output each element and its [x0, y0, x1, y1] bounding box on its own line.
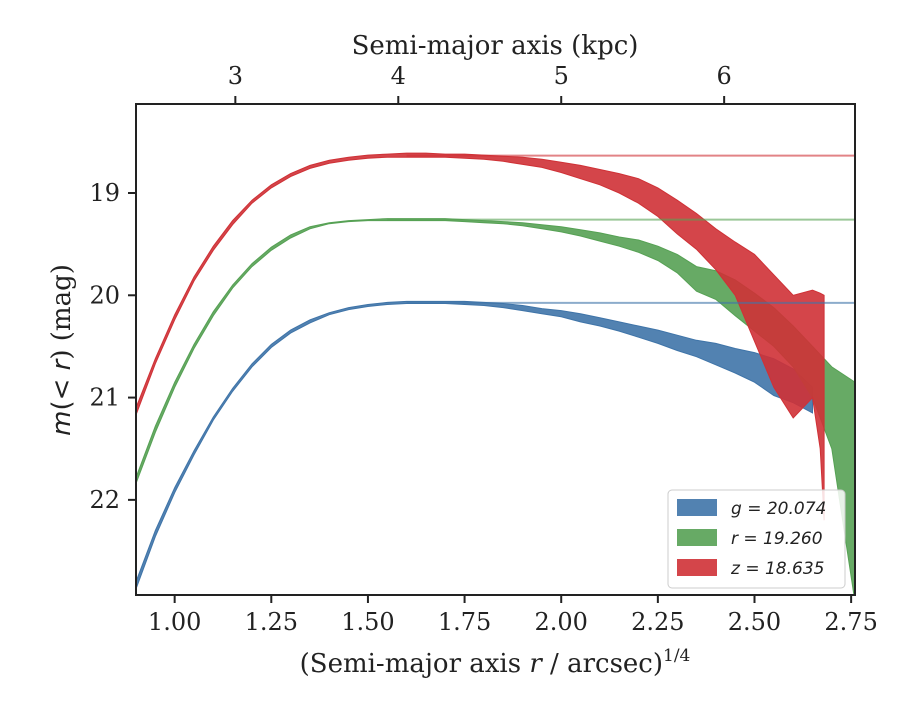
- x-tick-label: 1.50: [341, 608, 394, 636]
- y-tick-label: 19: [89, 179, 120, 207]
- band-r: [136, 218, 855, 595]
- x-tick-label: 1.75: [438, 608, 491, 636]
- legend-swatch-g: [677, 499, 717, 516]
- legend-label-g: g = 20.074: [731, 499, 826, 519]
- x-tick-label: 2.75: [824, 608, 877, 636]
- y-tick-label: 22: [89, 486, 120, 514]
- top-tick-label: 5: [554, 62, 569, 90]
- legend-label-r: r = 19.260: [731, 529, 823, 549]
- y-tick-label: 21: [89, 384, 120, 412]
- x-axis-ticks: 1.00 1.25 1.50 1.75 2.00 2.25 2.50 2.75: [148, 595, 878, 636]
- top-tick-label: 4: [391, 62, 406, 90]
- legend-label-z: z = 18.635: [730, 559, 824, 579]
- legend-swatch-r: [677, 529, 717, 546]
- y-tick-label: 20: [89, 281, 120, 309]
- legend: g = 20.074 r = 19.260 z = 18.635: [667, 489, 846, 589]
- legend-swatch-z: [677, 559, 717, 576]
- band-g: [136, 300, 813, 590]
- y-axis-title: m(< r) (mag): [47, 264, 77, 436]
- asymptote-lines: [387, 154, 855, 304]
- top-axis-ticks: 3 4 5 6: [228, 62, 732, 104]
- y-axis-ticks: 19 20 21 22: [89, 179, 136, 514]
- x-tick-label: 2.00: [534, 608, 587, 636]
- x-axis-title: (Semi-major axis r / arcsec)1/4: [300, 646, 691, 679]
- x-tick-label: 2.50: [728, 608, 781, 636]
- x-tick-label: 1.25: [245, 608, 298, 636]
- x-tick-label: 2.25: [631, 608, 684, 636]
- top-axis-title: Semi-major axis (kpc): [352, 31, 639, 61]
- top-tick-label: 6: [717, 62, 732, 90]
- plot-frame: [135, 103, 856, 596]
- band-z: [136, 152, 825, 521]
- top-tick-label: 3: [228, 62, 243, 90]
- x-tick-label: 1.00: [148, 608, 201, 636]
